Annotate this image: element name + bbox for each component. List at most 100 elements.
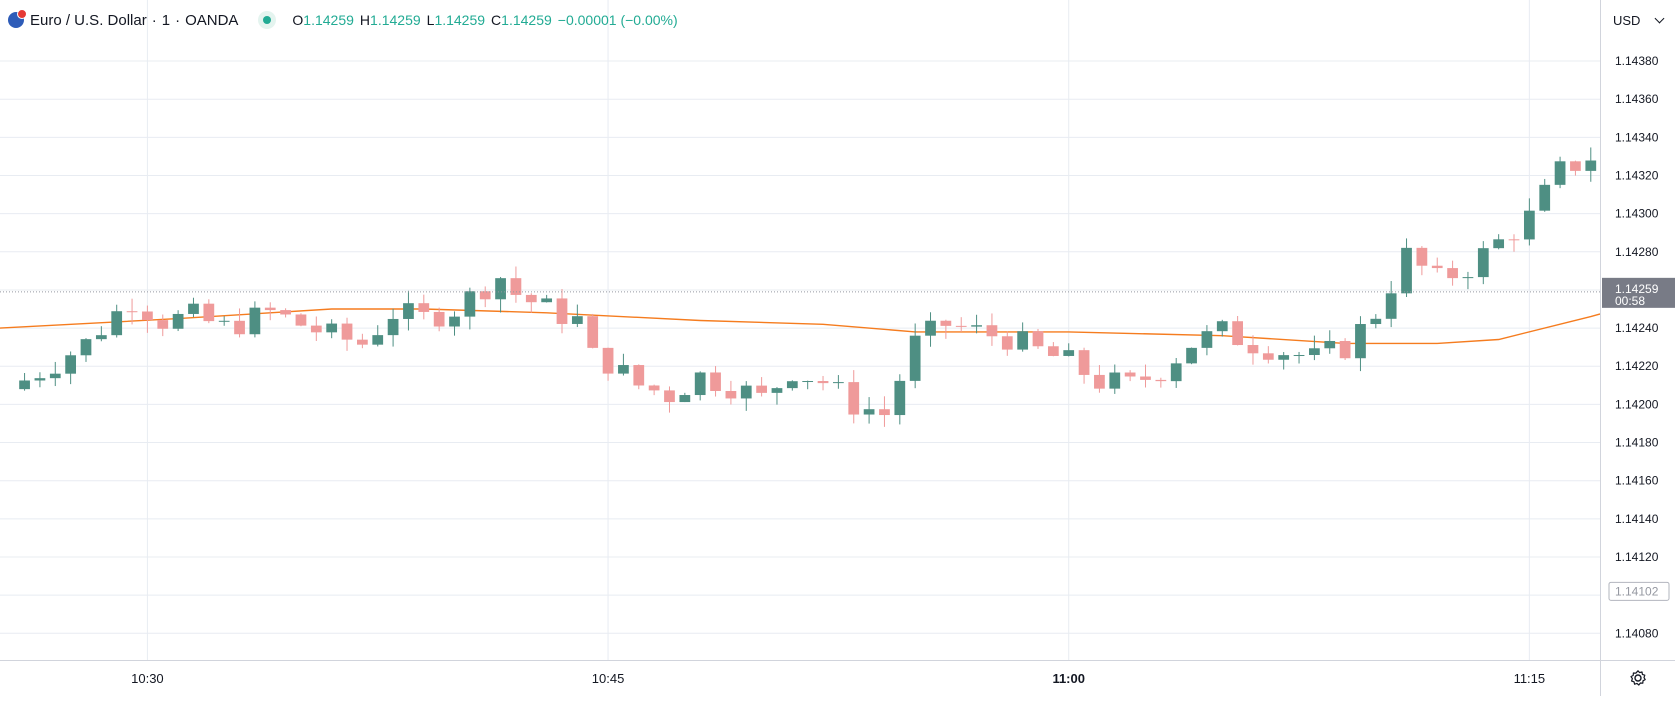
currency-label: USD [1613,12,1641,28]
symbol-legend: Euro / U.S. Dollar · 1 · OANDA O1.14259 … [8,8,678,32]
price-axis[interactable]: USD 1.140801.141001.141201.141401.141601… [1600,0,1675,660]
up-candle [34,372,46,388]
candle-body [341,323,353,340]
candle-body [188,303,199,314]
up-candle [1493,234,1505,250]
candle-body [418,303,430,312]
down-candle [556,288,568,334]
axis-corner [1600,660,1675,696]
up-candle [971,314,982,334]
down-candle [510,266,522,303]
candle-body [65,355,77,374]
price-tick-label: 1.14320 [1615,168,1659,182]
up-candle [403,290,414,331]
down-candle [203,299,215,324]
candle-body [126,311,138,313]
candle-body [971,325,982,327]
down-candle [986,313,998,346]
down-candle [157,314,169,337]
down-candle [1247,335,1259,365]
candle-body [34,378,46,381]
symbol-name[interactable]: Euro / U.S. Dollar [30,11,147,29]
up-candle [740,381,752,411]
down-candle [817,375,829,391]
candle-body [756,385,767,393]
up-candle [833,375,844,389]
down-candle [940,319,952,339]
down-candle [1416,246,1428,276]
candle-body [694,372,706,396]
up-candle [188,297,199,318]
down-candle [1094,365,1105,393]
candle-body [1493,239,1505,249]
down-candle [1431,257,1443,273]
currency-dropdown[interactable]: USD [1609,9,1667,31]
candle-body [280,310,291,315]
candle-body [387,318,399,336]
candle-body [940,320,952,326]
up-candle [541,294,553,303]
candle-body [1247,345,1259,354]
candle-body [1216,321,1228,332]
candle-body [1109,372,1121,389]
candle-body [1309,348,1320,356]
up-candle [1554,156,1566,189]
legend-separator: · [151,11,157,29]
down-candle [142,305,153,333]
candle-body [725,390,737,399]
candle-body [525,294,537,303]
candle-body [1554,161,1566,185]
down-candle [126,298,138,325]
up-candle [1401,238,1412,298]
moving-average-line [0,308,1600,345]
up-candle [111,304,123,338]
down-candle [848,370,860,424]
up-candle [218,316,230,326]
up-candle [694,371,706,401]
up-candle [1585,147,1597,182]
candle-body [955,325,967,327]
interval-label[interactable]: 1 [161,11,171,29]
candle-body [326,323,338,333]
market-status-icon[interactable] [258,11,277,29]
candlestick-chart[interactable] [0,0,1600,660]
down-candle [280,308,291,318]
time-tick-label: 10:30 [131,671,164,686]
chart-plot-area[interactable]: Euro / U.S. Dollar · 1 · OANDA O1.14259 … [0,0,1600,660]
up-candle [1324,330,1336,354]
candle-body [1539,184,1551,211]
price-tick-label: 1.14120 [1615,550,1659,564]
down-candle [264,302,276,321]
candle-body [1293,355,1305,357]
candle-body [771,388,783,393]
candle-body [1017,331,1029,350]
up-candle [771,387,783,405]
down-candle [357,333,368,349]
down-candle [1032,328,1044,349]
candle-body [172,313,184,329]
candle-body [218,320,230,322]
candle-body [1262,353,1274,360]
candle-body [464,291,476,317]
up-candle [802,380,814,390]
candle-body [833,382,844,384]
legend-separator: · [175,11,181,29]
candle-body [203,303,215,322]
up-candle [1385,281,1397,328]
settings-gear-icon[interactable] [1629,669,1647,687]
candle-body [1477,248,1489,278]
time-axis[interactable]: 09:3009:4510:0010:1510:3010:4511:0011:15… [0,660,1600,696]
chevron-down-icon [1654,13,1665,24]
candle-body [372,335,384,345]
candle-body [510,278,522,295]
price-tick-label: 1.14340 [1615,130,1659,144]
candle-body [863,409,875,415]
candle-body [1201,331,1213,348]
price-tick-label: 1.14380 [1615,54,1659,68]
candle-body [1585,160,1597,171]
up-candle [95,326,107,342]
change-value: −0.00001 (−0.00%) [557,12,678,28]
down-candle [710,366,721,397]
last-price-label: 1.14259 [1615,282,1659,296]
exchange-label[interactable]: OANDA [185,11,239,29]
